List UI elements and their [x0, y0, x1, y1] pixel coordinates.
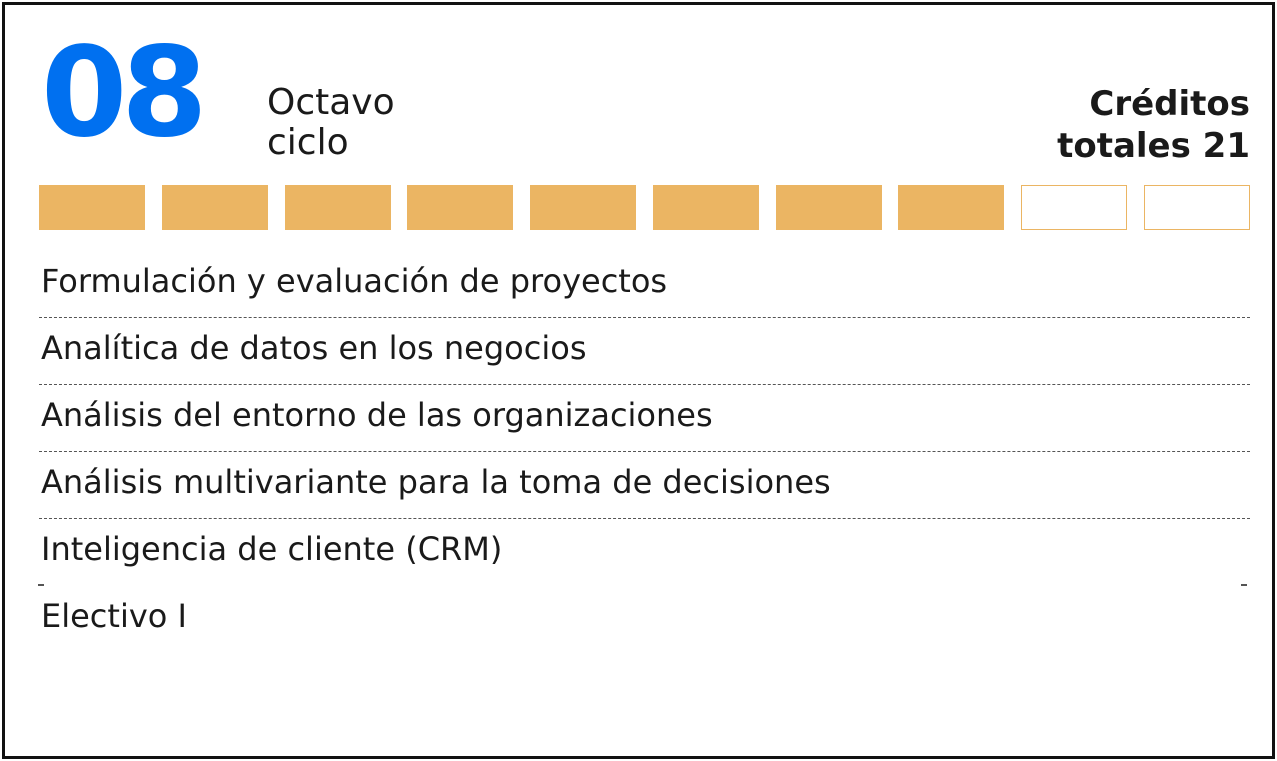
cycle-progress-bar	[39, 185, 1250, 230]
course-item: Inteligencia de cliente (CRM)	[41, 530, 503, 568]
course-item: Analítica de datos en los negocios	[39, 318, 1250, 385]
progress-segment-filled	[407, 185, 513, 230]
progress-segment-filled	[898, 185, 1004, 230]
course-item: Análisis del entorno de las organizacion…	[39, 385, 1250, 452]
course-list: Formulación y evaluación de proyectos An…	[39, 251, 1250, 653]
course-item: Formulación y evaluación de proyectos	[39, 251, 1250, 318]
cycle-name-line2: ciclo	[267, 122, 349, 163]
progress-segment-filled	[39, 185, 145, 230]
credits-label-line1: Créditos	[1089, 84, 1250, 124]
progress-segment-filled	[530, 185, 636, 230]
course-item: Análisis multivariante para la toma de d…	[39, 452, 1250, 519]
progress-segment-filled	[776, 185, 882, 230]
cycle-name: Octavo ciclo	[267, 83, 487, 163]
divider-tick-right	[1241, 584, 1247, 586]
progress-segment-empty	[1021, 185, 1127, 230]
cycle-name-line1: Octavo	[267, 82, 395, 123]
total-credits: Créditos totales 21	[1057, 83, 1250, 167]
divider-tick-left	[38, 584, 44, 586]
progress-segment-filled	[653, 185, 759, 230]
course-item: Electivo I	[41, 597, 187, 635]
credits-label-line2: totales 21	[1057, 126, 1250, 166]
progress-segment-filled	[285, 185, 391, 230]
progress-segment-filled	[162, 185, 268, 230]
progress-segment-empty	[1144, 185, 1250, 230]
cycle-number: 08	[41, 21, 208, 165]
